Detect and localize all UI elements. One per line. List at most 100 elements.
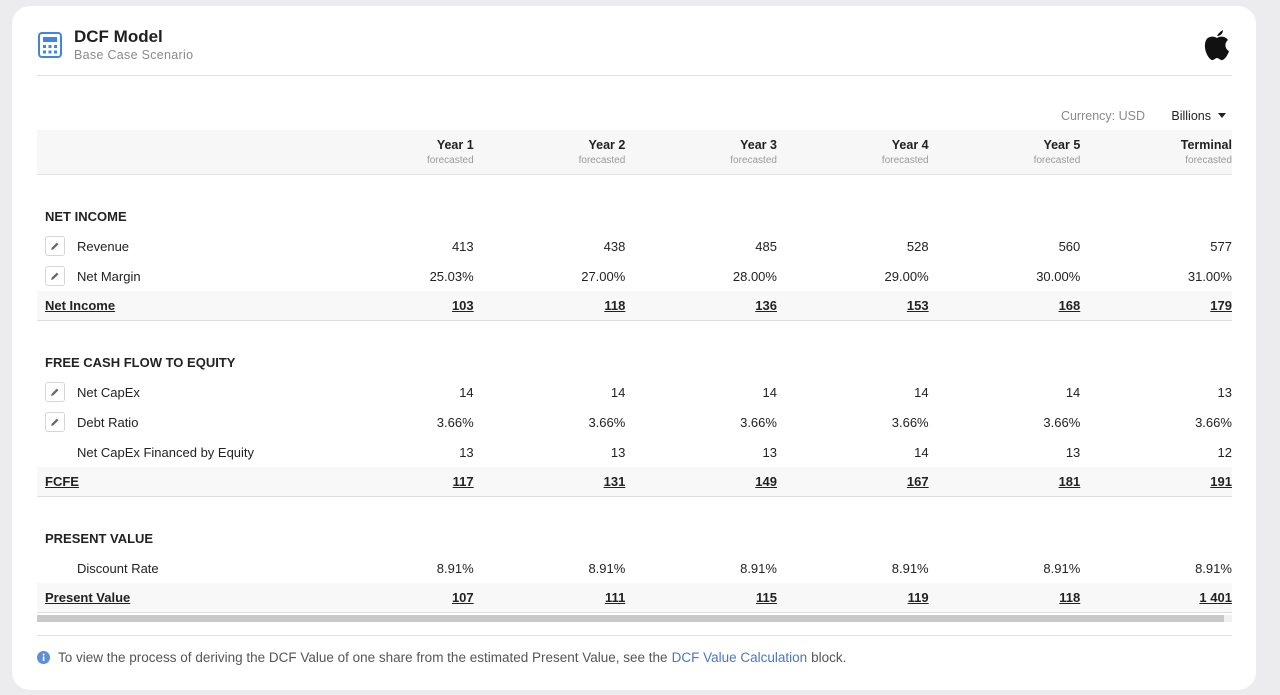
section-spacer [37,321,1232,347]
cell-value: 485 [755,238,777,254]
total-cell: 1 401 [1080,590,1232,605]
column-header: Year 1 forecasted [322,138,474,166]
column-note: forecasted [730,155,777,166]
total-value: 1 401 [1199,590,1232,605]
row-label: Net Margin [77,268,141,284]
pencil-icon[interactable] [50,417,60,427]
total-value: 111 [605,590,626,605]
column-header: Year 2 forecasted [474,138,626,166]
cell-value: 3.66% [436,414,474,430]
total-label: FCFE [45,474,79,489]
cell-value: 3.66% [740,414,777,430]
cell-value: 560 [1058,238,1081,254]
section-title-row: FREE CASH FLOW TO EQUITY [37,347,1232,377]
total-label: Present Value [45,590,131,605]
data-row: Net CapEx 14 14 14 14 14 13 [37,377,1232,407]
header-row: Year 1 forecasted Year 2 forecasted Year 3 fo… [37,130,1232,175]
cell-value: 8.91% [436,560,474,576]
total-cell: 118 [929,590,1081,605]
subtitle: Base Case Scenario [74,48,194,62]
total-label-cell: FCFE [37,474,322,489]
row-label-cell: Net CapEx [37,382,322,402]
total-value: 167 [906,474,929,489]
total-cell: 191 [1080,474,1232,489]
total-value: 191 [1210,474,1232,489]
total-label-cell: Net Income [37,298,322,313]
total-value: 136 [755,298,777,313]
total-cell: 103 [322,298,474,313]
row-label-cell: Discount Rate [37,561,322,576]
cell-value: 3.66% [1195,414,1232,430]
units-label[interactable]: Billions [1171,109,1211,123]
card: DCF Model Base Case Scenario Currency: U… [12,6,1256,690]
column-note: forecasted [426,155,474,166]
calculator-icon [38,32,62,58]
total-cell: 168 [929,298,1081,313]
total-value: 179 [1210,298,1232,313]
cell-value: 14 [762,384,777,400]
row-label: Discount Rate [77,560,159,576]
divider [37,635,1232,636]
section-title: FREE CASH FLOW TO EQUITY [45,354,236,370]
section-spacer [37,175,1232,201]
cell-value: 13 [1065,444,1081,460]
total-cell: 167 [777,474,929,489]
units-dropdown[interactable]: Billions [1171,109,1226,123]
section-title: NET INCOME [45,208,127,224]
total-cell: 179 [1080,298,1232,313]
edit-button[interactable] [45,412,65,432]
column-name: Year 4 [891,138,929,152]
column-name: Year 1 [436,138,474,152]
total-value: 153 [906,298,929,313]
total-cell: 119 [777,590,929,605]
total-cell: 115 [625,590,777,605]
data-row: Revenue 413 438 485 528 560 577 [37,231,1232,261]
column-header: Year 4 forecasted [777,138,929,166]
dcf-table: Year 1 forecasted Year 2 forecasted Year 3 fo… [37,130,1232,613]
total-label: Net Income [45,298,116,313]
total-value: 103 [451,298,474,313]
total-cell: 111 [474,590,626,605]
column-header: Year 3 forecasted [625,138,777,166]
cell-value: 8.91% [1043,560,1081,576]
row-label-cell: Net CapEx Financed by Equity [37,445,322,460]
total-value: 168 [1058,298,1081,313]
edit-button[interactable] [45,266,65,286]
cell-value: 8.91% [891,560,929,576]
scrollbar[interactable] [37,615,1232,622]
edit-button[interactable] [45,382,65,402]
cell-value: 25.03% [429,268,474,284]
title: DCF Model [74,27,163,46]
total-value: 118 [604,298,626,313]
pencil-icon[interactable] [50,387,60,397]
column-name: Year 3 [740,138,777,152]
edit-button[interactable] [45,236,65,256]
company-logo [1204,30,1229,61]
total-row: Present Value 107 111 115 119 118 1 401 [37,583,1232,613]
total-value: 118 [1059,590,1081,605]
cell-value: 14 [1065,384,1081,400]
cell-value: 13 [762,444,777,460]
section-title-row: NET INCOME [37,201,1232,231]
total-value: 115 [755,590,777,605]
row-label: Net CapEx [77,384,140,400]
total-cell: 181 [929,474,1081,489]
scrollbar-thumb[interactable] [37,615,1224,622]
total-row: FCFE 117 131 149 167 181 191 [37,467,1232,497]
total-cell: 131 [474,474,626,489]
total-cell: 153 [777,298,929,313]
column-name: Year 2 [588,138,626,152]
cell-value: 8.91% [1195,560,1232,576]
pencil-icon[interactable] [50,271,60,281]
row-label: Net CapEx Financed by Equity [77,444,255,460]
cell-value: 3.66% [891,414,929,430]
total-cell: 117 [322,474,474,489]
column-note: forecasted [881,155,929,166]
dropdown-caret[interactable] [1218,113,1226,118]
footer-link[interactable]: DCF Value Calculation [671,650,808,665]
total-cell: 149 [625,474,777,489]
footer-note: To view the process of deriving the DCF … [37,650,846,665]
total-value: 119 [907,590,929,605]
total-cell: 136 [625,298,777,313]
pencil-icon[interactable] [50,241,60,251]
